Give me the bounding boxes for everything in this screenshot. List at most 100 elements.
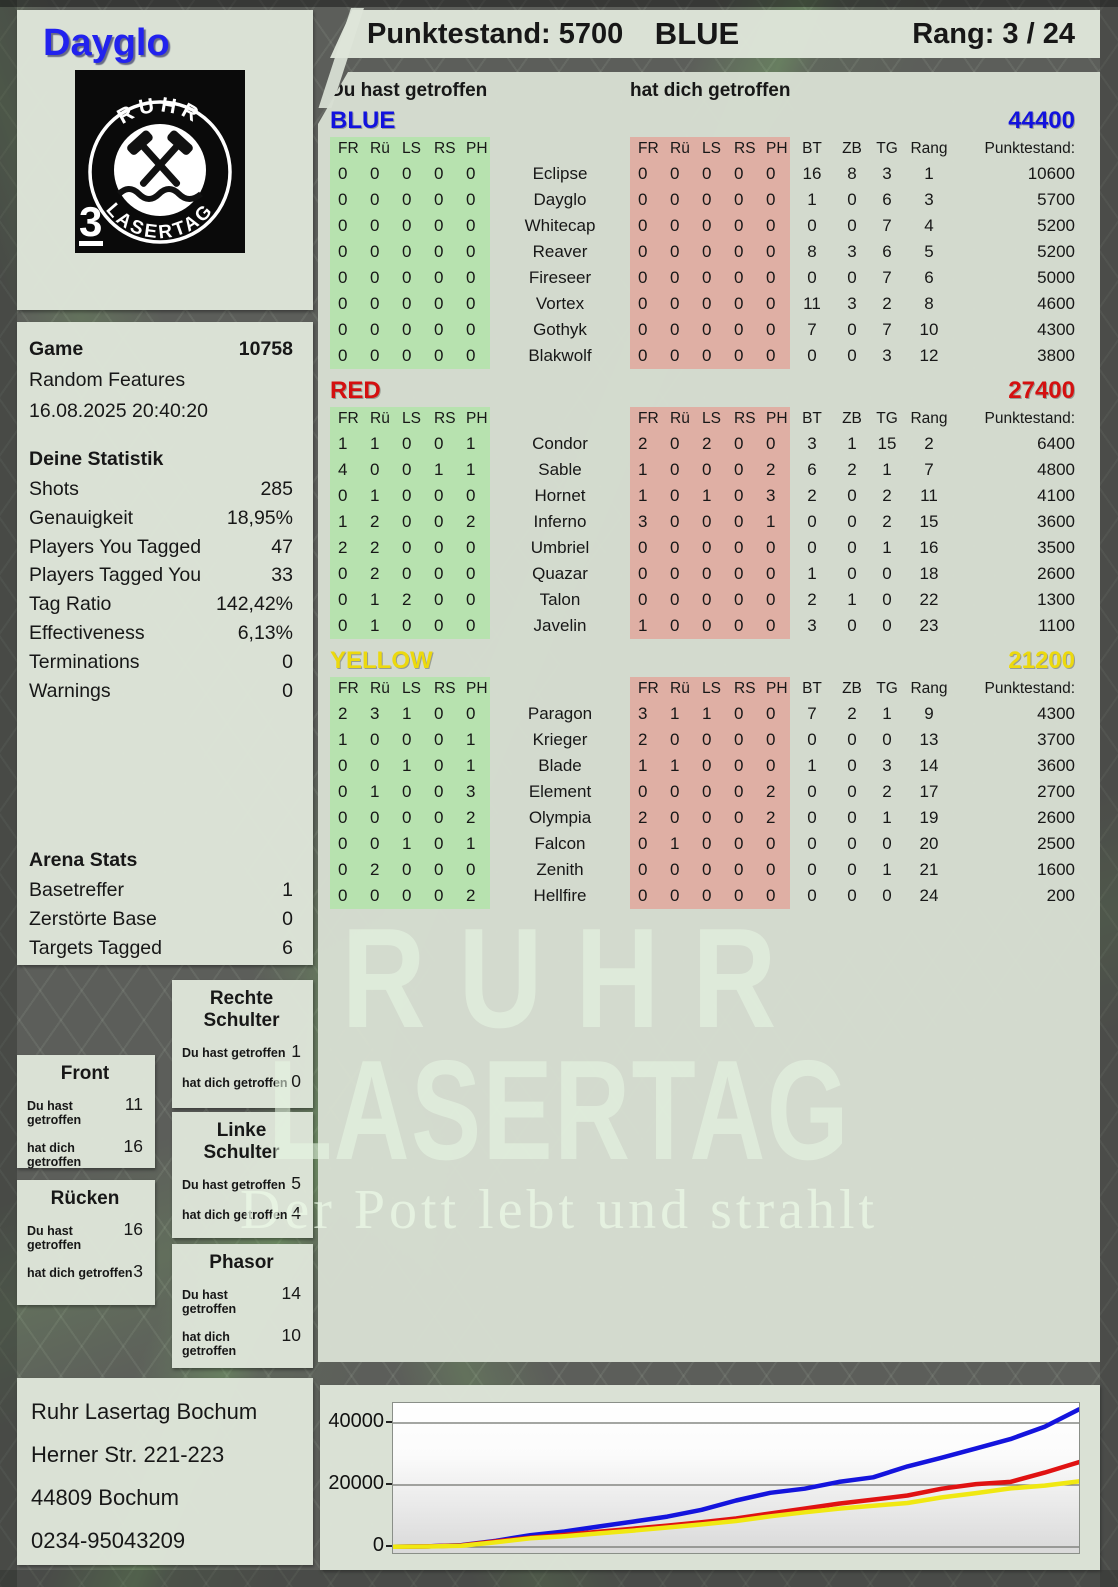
- stat-cell: 0: [807, 886, 817, 905]
- stat-cell: 2600: [1037, 564, 1075, 583]
- taken-hit-cell: 1: [694, 701, 726, 727]
- taken-hit-cell: 0: [662, 613, 694, 639]
- stat-cell: 1: [924, 164, 934, 183]
- taken-hit-cell: 0: [662, 883, 694, 909]
- given-hit-cell: 0: [362, 213, 394, 239]
- given-hit-cell: 0: [362, 457, 394, 483]
- stat-cell: 4: [924, 216, 934, 235]
- player-row: 0 0 1 0 1 Falcon 0 1 0 0 0 0 0 0 20 2500: [330, 831, 1100, 857]
- hit-column-labels: Du hast getroffen hat dich getroffen: [318, 72, 1100, 106]
- taken-hit-cell: 0: [726, 857, 758, 883]
- stat-cell: 11: [920, 486, 938, 505]
- taken-hit-cell: 0: [758, 753, 790, 779]
- given-hit-cell: 0: [426, 161, 458, 187]
- taken-hit-cell: 3: [630, 509, 662, 535]
- player-row: 0 0 0 0 0 Gothyk 0 0 0 0 0 7 0 7 10 4300: [330, 317, 1100, 343]
- stat-cell: 0: [807, 730, 817, 749]
- taken-col-header: Rü: [662, 137, 694, 161]
- taken-hit-cell: 0: [758, 239, 790, 265]
- stat-cell: 0: [807, 216, 817, 235]
- taken-hit-cell: 1: [630, 753, 662, 779]
- stat-cell: 8: [924, 294, 934, 313]
- taken-hit-cell: 0: [726, 883, 758, 909]
- given-hit-cell: 2: [394, 587, 426, 613]
- frame-edge-bottom: [0, 1570, 1118, 1587]
- stat-cell: 11: [803, 294, 821, 313]
- taken-hit-cell: 0: [630, 831, 662, 857]
- taken-hit-cell: 0: [758, 213, 790, 239]
- player-row: 0 2 0 0 0 Zenith 0 0 0 0 0 0 0 1 21 1600: [330, 857, 1100, 883]
- stat-row: Genauigkeit 18,95%: [29, 504, 293, 533]
- stat-cell: 0: [807, 268, 817, 287]
- given-hit-cell: 0: [394, 613, 426, 639]
- taken-hit-cell: 0: [694, 317, 726, 343]
- taken-hit-cell: 0: [758, 701, 790, 727]
- stat-cell: 7: [882, 268, 892, 287]
- stat-cell: 3600: [1037, 756, 1075, 775]
- player-name-cell: Olympia: [528, 808, 592, 827]
- taken-hit-cell: 0: [630, 779, 662, 805]
- given-hit-cell: 2: [362, 857, 394, 883]
- taken-hit-cell: 0: [758, 265, 790, 291]
- stat-cell: 0: [807, 834, 817, 853]
- stat-cell: 1: [807, 564, 817, 583]
- stat-row: Warnings 0: [29, 677, 293, 706]
- player-row: 0 0 0 0 2 Hellfire 0 0 0 0 0 0 0 0 24 200: [330, 883, 1100, 909]
- given-col-header: PH: [458, 137, 490, 161]
- stat-cell: 2: [882, 294, 892, 313]
- stat-cell: 0: [882, 834, 892, 853]
- taken-hit-cell: 2: [630, 431, 662, 457]
- y-axis-tick-label: 0: [324, 1534, 392, 1557]
- taken-hit-cell: 0: [694, 883, 726, 909]
- taken-hit-cell: 0: [758, 187, 790, 213]
- given-hit-cell: 0: [362, 291, 394, 317]
- given-hit-cell: 0: [362, 265, 394, 291]
- stat-cell: 6400: [1037, 434, 1075, 453]
- given-hit-cell: 1: [458, 727, 490, 753]
- stat-cell: 1: [882, 808, 892, 827]
- stat-col-header: ZB: [842, 680, 862, 697]
- given-hit-cell: 0: [426, 727, 458, 753]
- your-stats-title: Deine Statistik: [29, 448, 164, 470]
- taken-hit-cell: 2: [630, 805, 662, 831]
- stat-cell: 2: [882, 512, 892, 531]
- taken-hit-cell: 0: [694, 535, 726, 561]
- given-hit-cell: 0: [458, 701, 490, 727]
- top-score-bar: Punktestand: 5700 BLUE Rang: 3 / 24: [330, 10, 1100, 58]
- given-hit-cell: 0: [394, 509, 426, 535]
- taken-hit-cell: 1: [630, 613, 662, 639]
- game-number: 10758: [238, 338, 293, 360]
- given-hit-cell: 0: [362, 831, 394, 857]
- stat-label: Genauigkeit: [29, 506, 134, 529]
- given-hit-cell: 0: [458, 265, 490, 291]
- stat-cell: 1600: [1037, 860, 1075, 879]
- given-hit-cell: 1: [330, 509, 362, 535]
- zone-given-label: Du hast getroffen: [27, 1224, 82, 1252]
- given-hit-cell: 0: [362, 161, 394, 187]
- taken-hit-cell: 0: [758, 587, 790, 613]
- given-hit-cell: 1: [394, 701, 426, 727]
- player-row: 1 1 0 0 1 Condor 2 0 2 0 0 3 1 15 2 6400: [330, 431, 1100, 457]
- taken-hit-cell: 2: [758, 457, 790, 483]
- player-row: 0 0 0 0 0 Reaver 0 0 0 0 0 8 3 6 5 5200: [330, 239, 1100, 265]
- taken-col-header: FR: [630, 407, 662, 431]
- taken-col-header: PH: [758, 407, 790, 431]
- stat-cell: 0: [847, 808, 857, 827]
- stat-cell: 3700: [1037, 730, 1075, 749]
- taken-hit-cell: 0: [630, 561, 662, 587]
- zone-given-value: 5: [291, 1173, 301, 1193]
- taken-hit-cell: 0: [630, 883, 662, 909]
- zone-title: Linke Schulter: [203, 1120, 280, 1163]
- player-name-cell: Krieger: [532, 730, 588, 749]
- player-row: 0 0 0 0 2 Olympia 2 0 0 0 2 0 0 1 19 2600: [330, 805, 1100, 831]
- stat-cell: 2: [882, 486, 892, 505]
- given-hit-cell: 1: [362, 613, 394, 639]
- given-hit-cell: 0: [426, 343, 458, 369]
- given-hit-cell: 0: [330, 613, 362, 639]
- taken-hit-cell: 0: [726, 431, 758, 457]
- given-hit-cell: 0: [330, 857, 362, 883]
- given-hit-cell: 0: [394, 561, 426, 587]
- stat-cell: 3500: [1037, 538, 1075, 557]
- player-row: 0 0 0 0 0 Vortex 0 0 0 0 0 11 3 2 8 4600: [330, 291, 1100, 317]
- stat-cell: 3: [924, 190, 934, 209]
